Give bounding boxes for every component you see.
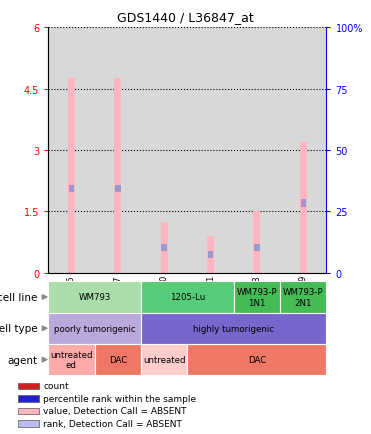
Bar bbox=[161, 244, 167, 251]
Text: WM793: WM793 bbox=[78, 293, 111, 302]
Bar bbox=[18, 383, 39, 389]
Bar bbox=[280, 28, 326, 273]
Text: value, Detection Call = ABSENT: value, Detection Call = ABSENT bbox=[43, 407, 187, 415]
Text: 1205-Lu: 1205-Lu bbox=[170, 293, 205, 302]
Text: highly tumorigenic: highly tumorigenic bbox=[193, 324, 274, 333]
Bar bbox=[141, 28, 187, 273]
Bar bbox=[48, 28, 95, 273]
Text: DAC: DAC bbox=[109, 355, 127, 364]
Bar bbox=[69, 186, 74, 193]
Bar bbox=[301, 200, 306, 207]
Text: count: count bbox=[43, 381, 69, 391]
Text: DAC: DAC bbox=[248, 355, 266, 364]
Bar bbox=[187, 28, 234, 273]
Bar bbox=[234, 282, 280, 313]
Bar bbox=[18, 395, 39, 402]
Bar bbox=[18, 420, 39, 427]
Bar bbox=[253, 212, 260, 273]
Text: WM793-P
1N1: WM793-P 1N1 bbox=[237, 288, 277, 307]
Bar bbox=[115, 186, 121, 193]
Text: GDS1440 / L36847_at: GDS1440 / L36847_at bbox=[117, 11, 254, 24]
Text: cell line: cell line bbox=[0, 293, 38, 302]
Bar bbox=[48, 313, 141, 344]
Text: percentile rank within the sample: percentile rank within the sample bbox=[43, 394, 196, 403]
Text: untreated: untreated bbox=[143, 355, 186, 364]
Bar bbox=[141, 282, 234, 313]
Bar bbox=[18, 408, 39, 414]
Bar bbox=[300, 142, 307, 273]
Text: poorly tumorigenic: poorly tumorigenic bbox=[54, 324, 135, 333]
Text: rank, Detection Call = ABSENT: rank, Detection Call = ABSENT bbox=[43, 419, 182, 428]
Text: untreated
ed: untreated ed bbox=[50, 350, 93, 369]
Bar bbox=[95, 28, 141, 273]
Bar bbox=[234, 28, 280, 273]
Bar bbox=[95, 344, 141, 375]
Bar bbox=[141, 313, 326, 344]
Bar bbox=[48, 344, 95, 375]
Bar bbox=[187, 344, 326, 375]
Bar bbox=[68, 79, 75, 273]
Text: cell type: cell type bbox=[0, 324, 38, 333]
Text: WM793-P
2N1: WM793-P 2N1 bbox=[283, 288, 324, 307]
Bar bbox=[141, 344, 187, 375]
Bar bbox=[280, 282, 326, 313]
Bar bbox=[161, 222, 168, 273]
Bar bbox=[114, 79, 121, 273]
Bar bbox=[254, 244, 260, 251]
Bar bbox=[48, 282, 141, 313]
Bar bbox=[208, 251, 213, 258]
Text: agent: agent bbox=[7, 355, 38, 365]
Bar bbox=[207, 236, 214, 273]
